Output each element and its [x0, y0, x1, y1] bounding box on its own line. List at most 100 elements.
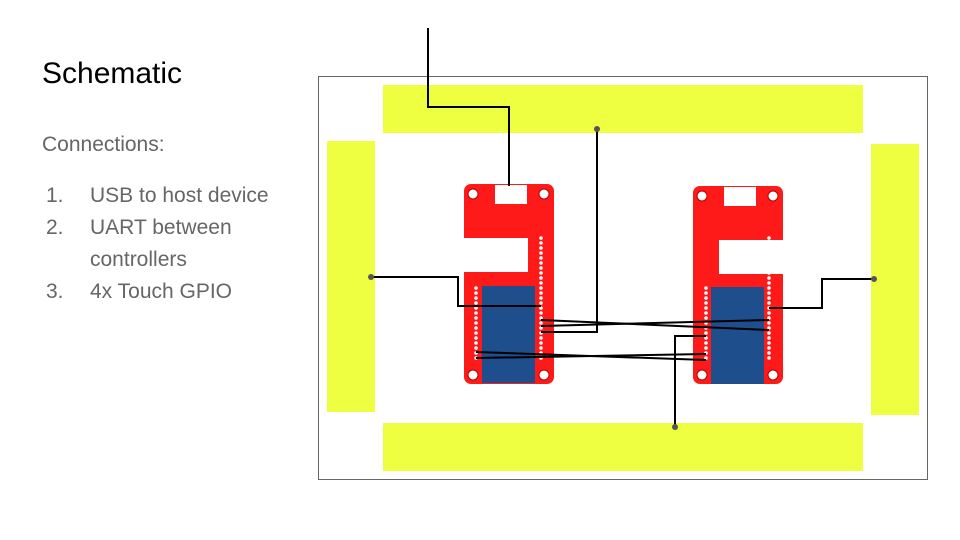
- usb-connector: [724, 187, 756, 206]
- touch-wire-right-pad: [769, 278, 874, 309]
- header-pin: [539, 256, 543, 260]
- header-pin: [767, 276, 771, 280]
- wireless-module: [482, 286, 535, 383]
- header-pin: [767, 316, 771, 320]
- header-pin: [474, 336, 478, 340]
- touch-wire-bottom-pad: [674, 335, 706, 427]
- header-pin: [767, 326, 771, 330]
- header-pin: [539, 286, 543, 290]
- header-pin: [704, 331, 708, 335]
- mounting-hole: [696, 190, 708, 202]
- header-pin: [767, 246, 771, 250]
- header-pin: [474, 316, 478, 320]
- list-item: 1. USB to host device: [42, 180, 307, 212]
- touch-pad-right: [871, 144, 919, 415]
- header-pin: [704, 296, 708, 300]
- header-pin: [767, 331, 771, 335]
- header-pin: [539, 236, 543, 240]
- touch-pad-bottom: [383, 423, 863, 471]
- list-item: 3. 4x Touch GPIO: [42, 276, 307, 308]
- header-pin: [767, 301, 771, 305]
- header-pin: [474, 301, 478, 305]
- header-pin: [539, 311, 543, 315]
- pin-header-right: [539, 236, 543, 360]
- list-item-text: USB to host device: [90, 184, 269, 207]
- header-pin: [539, 336, 543, 340]
- header-pin: [704, 286, 708, 290]
- mounting-hole: [538, 188, 550, 200]
- header-pin: [539, 276, 543, 280]
- touch-wire-top-pad: [541, 129, 598, 333]
- wireless-module: [711, 287, 764, 384]
- list-item-text: 4x Touch GPIO: [90, 280, 233, 303]
- header-pin: [539, 346, 543, 350]
- header-pin: [767, 311, 771, 315]
- header-pin: [767, 251, 771, 255]
- controller-board-2: [693, 186, 783, 384]
- header-pin: [474, 321, 478, 325]
- header-pin: [704, 291, 708, 295]
- header-pin: [539, 316, 543, 320]
- touch-pad-top: [383, 85, 863, 133]
- header-pin: [539, 296, 543, 300]
- header-pin: [539, 321, 543, 325]
- list-item: 2. UART between controllers: [42, 212, 307, 276]
- header-pin: [539, 241, 543, 245]
- header-pin: [474, 326, 478, 330]
- mounting-hole: [767, 190, 779, 202]
- header-pin: [474, 306, 478, 310]
- header-pin: [767, 241, 771, 245]
- usb-connector: [495, 185, 527, 204]
- header-pin: [767, 341, 771, 345]
- header-pin: [767, 346, 771, 350]
- uart-wire-b: [475, 353, 707, 359]
- mounting-hole: [767, 369, 779, 381]
- connections-heading: Connections:: [42, 133, 165, 156]
- header-pin: [704, 301, 708, 305]
- header-pin: [767, 271, 771, 275]
- header-pin: [767, 291, 771, 295]
- mounting-hole: [696, 369, 708, 381]
- list-item-number: 3.: [46, 280, 64, 303]
- touch-pad-left: [327, 141, 375, 412]
- header-pin: [704, 336, 708, 340]
- mounting-hole: [467, 188, 479, 200]
- usb-host-wire: [427, 28, 510, 186]
- header-pin: [767, 256, 771, 260]
- header-pin: [474, 331, 478, 335]
- header-pin: [767, 286, 771, 290]
- header-pin: [767, 321, 771, 325]
- mounting-hole: [467, 369, 479, 381]
- header-pin: [704, 311, 708, 315]
- header-pin: [704, 306, 708, 310]
- touch-wire-left-pad: [371, 276, 541, 307]
- header-pin: [767, 261, 771, 265]
- pin-header-left: [704, 286, 708, 360]
- header-pin: [474, 286, 478, 290]
- pin-header-left: [474, 286, 478, 360]
- header-pin: [539, 281, 543, 285]
- header-pin: [474, 296, 478, 300]
- header-pin: [539, 261, 543, 265]
- header-pin: [474, 311, 478, 315]
- header-pin: [539, 251, 543, 255]
- header-pin: [539, 306, 543, 310]
- connection-dot: [368, 274, 374, 280]
- header-pin: [539, 246, 543, 250]
- header-pin: [704, 316, 708, 320]
- board-label-area: [719, 240, 783, 274]
- header-pin: [704, 356, 708, 360]
- mounting-hole: [538, 369, 550, 381]
- header-pin: [767, 356, 771, 360]
- uart-wire-rx: [540, 319, 770, 327]
- header-pin: [539, 301, 543, 305]
- connection-dot: [672, 424, 678, 430]
- header-pin: [704, 346, 708, 350]
- connections-list: 1. USB to host device 2. UART between co…: [42, 180, 307, 308]
- list-item-number: 1.: [46, 184, 64, 207]
- header-pin: [539, 271, 543, 275]
- header-pin: [767, 236, 771, 240]
- controller-board-1: [464, 184, 554, 384]
- header-pin: [474, 341, 478, 345]
- header-pin: [767, 296, 771, 300]
